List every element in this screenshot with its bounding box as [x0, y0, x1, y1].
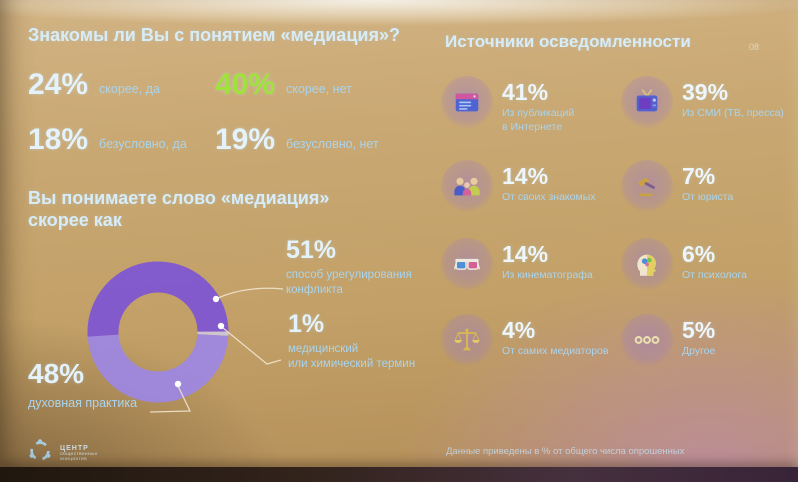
org-name-line2: общественных [60, 452, 98, 457]
org-logo: ЦЕНТР общественных инициатив [26, 437, 98, 470]
source-item-internet: 41% Из публикаций в Интернете [441, 76, 621, 160]
donut-chart [87, 261, 284, 413]
sources-title: Источники осведомленности [445, 32, 691, 51]
stat-rather-yes: 24% скорее, да [28, 58, 215, 100]
psychologist-head-icon [621, 238, 673, 290]
sources-grid: 41% Из публикаций в Интернете 39% Из СМИ… [441, 76, 797, 390]
org-name: ЦЕНТР общественных инициатив [60, 445, 98, 462]
callout-value: 48% [28, 358, 85, 389]
source-item-lawyer: 7% От юриста [621, 160, 797, 238]
understanding-title: Вы понимаете слово «медиация» скорее как [28, 188, 330, 230]
source-item-psychologist: 6% От психолога [621, 238, 797, 314]
people-icon [441, 160, 493, 212]
callout-text: способ урегулирования конфликта [286, 269, 412, 296]
org-name-line1: ЦЕНТР [60, 445, 89, 452]
callout-value: 1% [288, 310, 325, 338]
stat-rather-no: 40% скорее, нет [215, 58, 432, 100]
source-label: Из публикаций в Интернете [502, 107, 575, 134]
source-value: 41% [502, 79, 549, 105]
callout-settlement: 51% способ урегулирования конфликта [286, 238, 412, 298]
callout-value: 51% [286, 236, 337, 264]
familiarity-stats: 24% скорее, да 40% скорее, нет 18% безус… [28, 58, 432, 155]
internet-article-icon [441, 76, 493, 128]
org-name-line3: инициатив [60, 457, 88, 462]
gavel-icon [621, 160, 673, 212]
source-label: От своих знакомых [502, 191, 596, 204]
source-label: От юриста [682, 191, 734, 204]
source-item-media: 39% Из СМИ (ТВ, пресса) [621, 76, 797, 160]
source-label: От психолога [682, 269, 747, 282]
scales-icon [441, 314, 493, 366]
stat-value: 24% [28, 68, 89, 101]
stat-definitely-yes: 18% безусловно, да [28, 113, 215, 155]
photo-bottom-edge [0, 467, 798, 482]
source-label: От самих медиаторов [502, 345, 609, 358]
source-value: 14% [502, 163, 549, 189]
source-value: 6% [682, 241, 716, 267]
familiarity-title: Знакомы ли Вы с понятием «медиация»? [28, 25, 400, 45]
source-label: Другое [682, 345, 716, 358]
tv-icon [621, 76, 673, 128]
source-label: Из кинематографа [502, 269, 593, 282]
ellipsis-icon [621, 314, 673, 366]
cinema-glasses-icon [441, 238, 493, 290]
stat-label: скорее, да [99, 82, 160, 96]
source-item-other: 5% Другое [621, 314, 797, 390]
stat-value: 40% [215, 68, 276, 101]
org-emblem-icon [26, 437, 54, 470]
source-item-acquaintances: 14% От своих знакомых [441, 160, 621, 238]
source-item-cinema: 14% Из кинематографа [441, 238, 621, 314]
source-value: 39% [682, 79, 729, 105]
footnote: Данные приведены в % от общего числа опр… [446, 446, 685, 457]
source-value: 14% [502, 241, 549, 267]
stat-label: безусловно, нет [286, 137, 379, 151]
source-value: 5% [682, 317, 716, 343]
stat-value: 18% [28, 123, 89, 156]
callout-text: медицинский или химический термин [288, 343, 416, 370]
source-value: 7% [682, 163, 716, 189]
source-label: Из СМИ (ТВ, пресса) [682, 107, 784, 120]
callout-dots [174, 295, 225, 388]
source-value: 4% [502, 317, 536, 343]
stat-label: скорее, нет [286, 82, 352, 96]
page-number: 08 [749, 42, 760, 52]
callout-spiritual-practice: 48% духовная практика [28, 360, 137, 411]
source-item-mediators: 4% От самих медиаторов [441, 314, 621, 390]
stat-definitely-no: 19% безусловно, нет [215, 113, 432, 155]
stat-label: безусловно, да [99, 137, 187, 151]
stat-value: 19% [215, 123, 276, 156]
callout-lines [149, 287, 284, 413]
callout-medical-term: 1% медицинский или химический термин [288, 312, 415, 372]
callout-text: духовная практика [28, 396, 138, 410]
